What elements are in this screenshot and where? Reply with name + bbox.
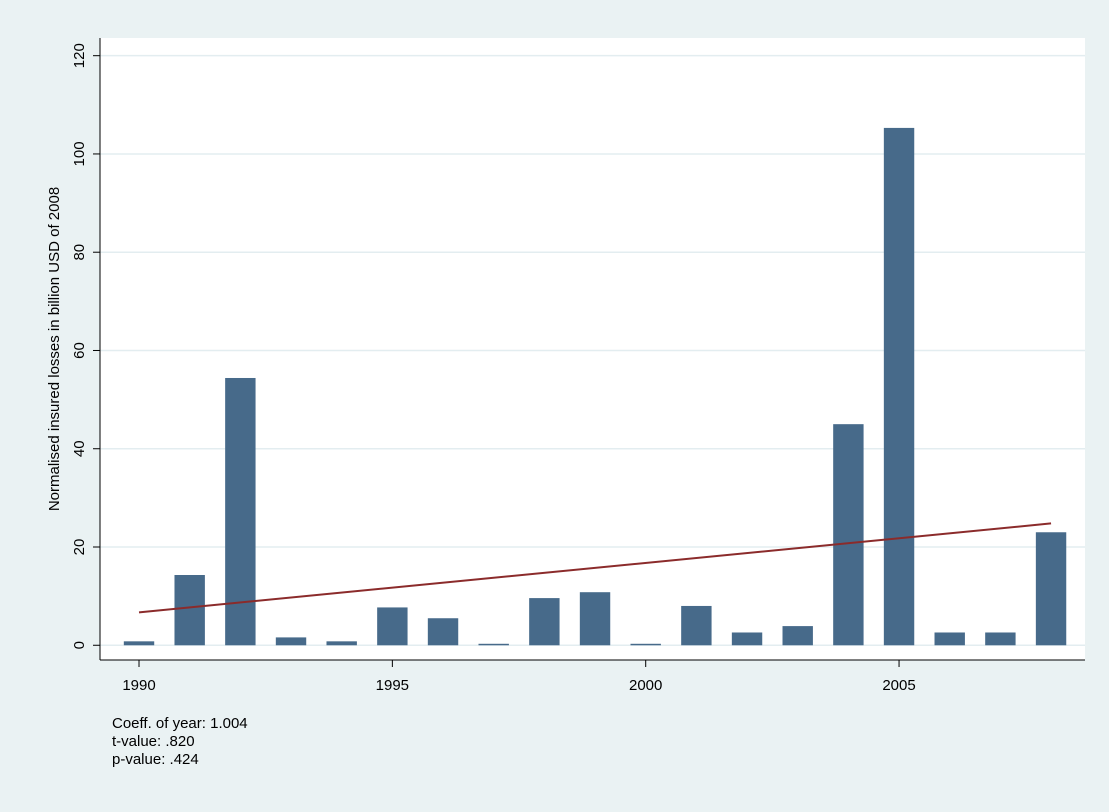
bar	[630, 643, 661, 646]
y-tick-label: 0	[71, 641, 88, 649]
x-tick-label: 2005	[882, 677, 915, 694]
bar	[782, 626, 813, 646]
bar	[478, 643, 509, 646]
x-tick-label: 2000	[629, 677, 662, 694]
bar	[123, 641, 155, 646]
note: t-value: .820	[112, 733, 195, 750]
note: Coeff. of year: 1.004	[112, 715, 248, 732]
bar	[833, 424, 864, 646]
bar	[731, 632, 763, 646]
bar	[1035, 532, 1067, 646]
bar	[225, 377, 256, 646]
y-tick-label: 80	[71, 244, 88, 261]
bar	[985, 632, 1016, 646]
x-tick-label: 1990	[122, 677, 155, 694]
y-tick-label: 20	[71, 539, 88, 556]
bar	[681, 605, 712, 646]
trend-line	[138, 522, 1052, 614]
bar	[579, 592, 611, 646]
note: p-value: .424	[112, 751, 199, 768]
y-tick-label: 120	[71, 43, 88, 68]
y-axis-label: Normalised insured losses in billion USD…	[46, 187, 63, 511]
plot-area	[100, 38, 1085, 660]
bar	[883, 127, 915, 646]
y-tick-label: 60	[71, 342, 88, 359]
x-tick-label: 1995	[376, 677, 409, 694]
bar	[326, 641, 357, 646]
bar	[174, 575, 205, 646]
bar	[529, 598, 560, 646]
y-tick-label: 40	[71, 440, 88, 457]
y-tick-label: 100	[71, 141, 88, 166]
bar	[275, 637, 307, 646]
bar	[934, 632, 965, 646]
bar	[427, 618, 459, 646]
bar	[377, 607, 408, 646]
